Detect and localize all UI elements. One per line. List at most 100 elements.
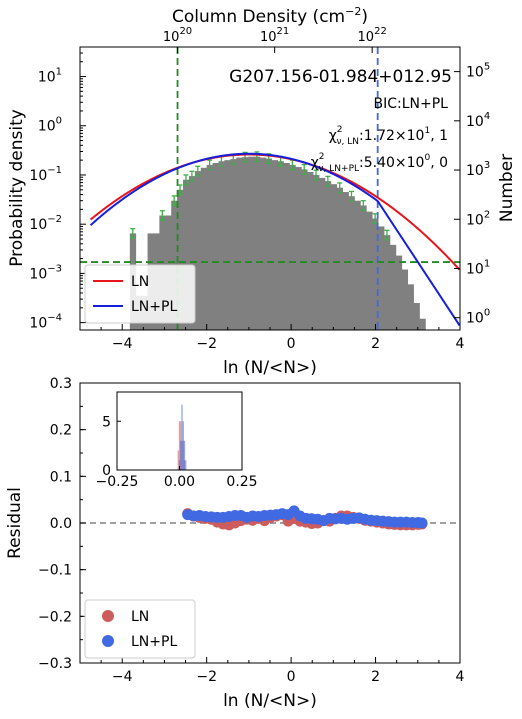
y-axis-label: Probability density: [7, 109, 27, 267]
residual-points: [182, 505, 428, 531]
x-tick-label: −2: [196, 336, 217, 352]
x-tick-label: −4: [112, 669, 133, 685]
histogram-bar: [360, 205, 367, 330]
histogram-bar: [354, 200, 361, 330]
legend-ln-label: LN: [131, 609, 149, 625]
y-tick-label: 0.1: [50, 469, 72, 485]
bic-annotation: BIC:LN+PL: [374, 96, 449, 112]
histogram-bar: [313, 174, 320, 330]
inset-x-tick-label: 0.00: [164, 474, 195, 490]
y-tick-label: 10−1: [29, 165, 62, 184]
y-tick-label: 10−3: [29, 263, 62, 282]
histogram-bar: [401, 269, 409, 330]
legend-lnpl-label: LN+PL: [131, 299, 177, 315]
right-tick-label: 104: [466, 111, 490, 130]
legend-ln-marker: [102, 610, 114, 622]
right-ticks: 100 101 102 103 104 105: [454, 62, 490, 327]
histogram-bar: [413, 303, 420, 330]
histogram-bar: [307, 171, 314, 330]
y-tick-label: 0.0: [50, 516, 72, 532]
histogram-bar: [218, 161, 225, 330]
inset-ln-bar: [177, 450, 179, 470]
top-tick-label: 1022: [358, 26, 387, 45]
chi2-ln-annotation: χ2 ν, LN:1.72×101, 1: [329, 125, 448, 147]
x-tick-label: 4: [456, 669, 465, 685]
x-ticks: −4 −2 0 2 4: [79, 657, 465, 685]
pdf-legend: LN LN+PL: [84, 264, 196, 324]
x-tick-label: 2: [371, 336, 380, 352]
right-tick-label: 101: [466, 258, 490, 277]
residual-panel: −4 −2 0 2 4 −0.3 −0.2 −0.1 0.0 0.1 0.2 0.3 ln (N/<…: [5, 376, 465, 711]
legend-box: [84, 264, 196, 324]
histogram-bar: [419, 318, 426, 330]
histogram-bar: [389, 244, 397, 330]
inset-y-tick-label: 5: [102, 414, 111, 430]
inset-lnpl-bar: [181, 404, 183, 470]
x-tick-label: 4: [456, 336, 465, 352]
histogram-bar: [265, 158, 273, 330]
y-ticks: 10−4 10−3 10−2 10−1 100 101: [29, 52, 86, 332]
histogram-bar: [194, 171, 202, 330]
histogram-bar: [372, 218, 379, 330]
inset-lnpl-bar: [183, 440, 186, 470]
histogram-bar: [378, 226, 385, 330]
x-tick-label: −4: [112, 336, 133, 352]
right-axis-label: Number: [497, 154, 517, 222]
histogram-bar: [212, 163, 219, 330]
y-tick-label: −0.3: [38, 656, 72, 672]
top-axis-label: Column Density (cm−2): [172, 5, 368, 27]
x-tick-label: 0: [287, 669, 296, 685]
histogram-bar: [295, 167, 302, 330]
inset-lnpl-bar: [178, 460, 181, 470]
inset-lnpl-bar: [180, 440, 182, 470]
histogram-bar: [242, 157, 249, 330]
histogram-bar: [407, 284, 414, 330]
histogram-bar: [395, 255, 403, 330]
y-ticks: −0.3 −0.2 −0.1 0.0 0.1 0.2 0.3: [38, 376, 86, 672]
y-tick-label: 10−2: [29, 214, 62, 233]
fit-curves: [89, 152, 461, 326]
x-axis-label: ln (N/<N>): [223, 358, 317, 378]
histogram-bar: [259, 157, 267, 330]
y-tick-label: 100: [38, 116, 62, 135]
histogram-bar: [384, 235, 391, 330]
histogram: [129, 156, 426, 330]
histogram-bar: [336, 187, 344, 330]
histogram-bar: [206, 164, 213, 330]
histogram-bar: [330, 184, 338, 330]
x-axis-label: ln (N/<N>): [223, 691, 317, 711]
y-tick-label: 10−4: [29, 313, 62, 332]
histogram-bar: [277, 161, 284, 330]
y-tick-label: −0.2: [38, 609, 72, 625]
y-axis-label: Residual: [5, 487, 25, 559]
histogram-bar: [348, 196, 355, 330]
inset-x-tick-label: 0.25: [226, 474, 257, 490]
inset-y-tick-label: 0: [102, 463, 111, 479]
residual-legend: LN LN+PL: [84, 599, 196, 659]
legend-ln-label: LN: [131, 274, 149, 290]
histogram-bar: [301, 169, 308, 330]
right-tick-label: 100: [466, 308, 490, 327]
histogram-bar: [253, 156, 261, 330]
y-tick-label: 101: [38, 67, 62, 86]
inset-lnpl-bar: [185, 460, 187, 470]
histogram-bar: [188, 176, 196, 330]
y-tick-label: 0.3: [50, 376, 72, 392]
histogram-bar: [236, 157, 243, 330]
top-ticks: 1020 1021 1022: [163, 26, 387, 53]
chi2-lnpl-annotation: χ2 ν, LN+PL:5.40×100, 0: [311, 152, 448, 174]
y-tick-label: 0.2: [50, 423, 72, 439]
pdf-panel: −4 −2 0 2 4 10−4 10−3 10−2 10−1 100 101 100 101 102…: [7, 5, 517, 378]
right-tick-label: 103: [466, 160, 490, 179]
histogram-bar: [342, 192, 349, 330]
histogram-bar: [248, 156, 255, 330]
histogram-bar: [183, 179, 190, 330]
histogram-bar: [271, 160, 278, 330]
inset-lnpl-bar: [182, 421, 184, 470]
right-tick-label: 105: [466, 62, 490, 81]
x-ticks: −4 −2 0 2 4: [79, 324, 465, 352]
inset-histogram: −0.25 0.00 0.25 0 5: [96, 391, 258, 490]
right-tick-label: 102: [466, 209, 490, 228]
inset-ln-bar: [178, 421, 181, 470]
